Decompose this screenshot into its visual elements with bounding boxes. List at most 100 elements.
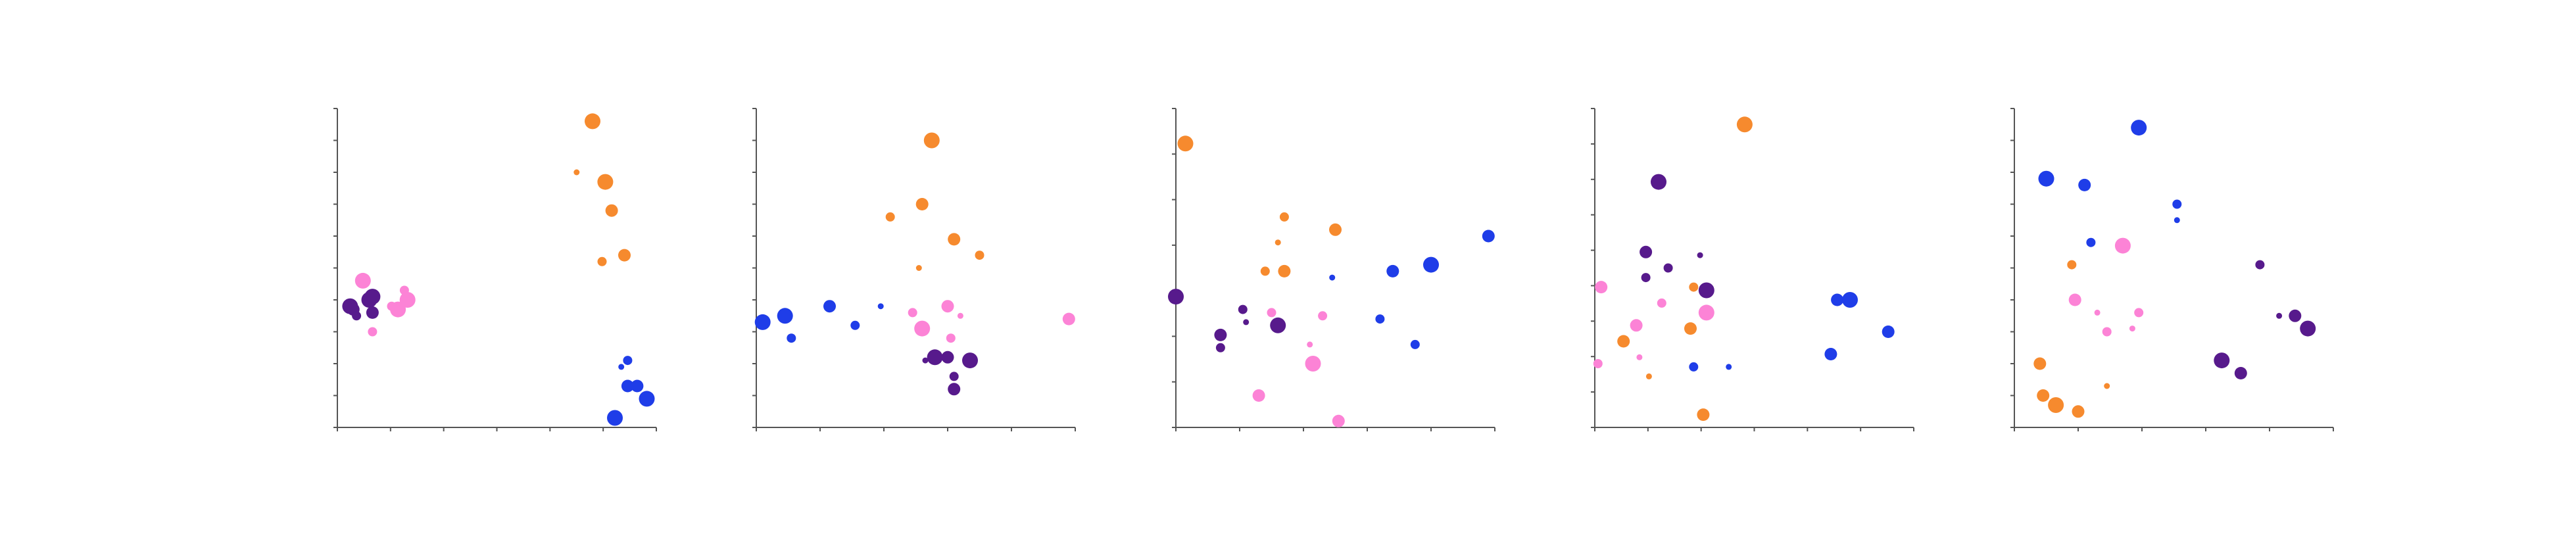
data-point-orange [2104, 383, 2110, 389]
data-point-orange [1279, 212, 1289, 222]
data-point-purple [1215, 343, 1225, 352]
data-point-pink [2114, 237, 2131, 254]
data-point-purple [1663, 263, 1673, 273]
data-point-purple [927, 349, 943, 366]
scatter-panel-3 [1168, 108, 1495, 431]
data-point-pink [946, 333, 956, 343]
data-point-blue [1375, 314, 1385, 324]
data-point-blue [631, 379, 644, 393]
data-point-pink [1305, 356, 1321, 372]
data-point-orange [1329, 223, 1342, 236]
data-point-pink [908, 308, 917, 318]
data-point-orange [915, 198, 929, 210]
scatter-panel-2 [752, 108, 1076, 431]
data-point-orange [1689, 282, 1699, 292]
scatter-panel-4 [1591, 108, 1914, 431]
data-point-pink [1595, 281, 1608, 294]
data-point-blue [2078, 178, 2091, 191]
data-point-pink [1252, 389, 1265, 402]
data-point-pink [2102, 327, 2112, 337]
data-point-orange [1617, 335, 1630, 348]
data-point-purple [2276, 312, 2283, 319]
data-point-purple [922, 357, 929, 364]
data-point-blue [1410, 339, 1420, 349]
data-point-orange [1684, 322, 1697, 335]
data-point-pink [1318, 311, 1328, 321]
data-point-blue [2174, 217, 2180, 224]
data-point-purple [2289, 309, 2302, 322]
data-point-pink [914, 320, 931, 337]
data-point-blue [2172, 199, 2182, 209]
data-point-orange [618, 249, 631, 262]
scatter-panel-1 [333, 108, 657, 431]
data-point-orange [597, 174, 614, 190]
data-point-orange [2072, 405, 2085, 418]
data-point-purple [941, 350, 954, 364]
data-point-purple [366, 306, 379, 319]
data-point-orange [1260, 266, 1270, 276]
data-point-orange [885, 212, 895, 222]
data-point-pink [2134, 308, 2144, 318]
data-point-purple [2234, 367, 2247, 379]
data-point-orange [605, 204, 618, 217]
data-point-orange [2048, 397, 2064, 413]
data-point-orange [915, 265, 922, 271]
data-point-blue [877, 303, 884, 310]
data-point-blue [607, 410, 623, 426]
data-point-orange [1177, 135, 1194, 152]
data-point-blue [1726, 364, 1732, 370]
data-point-purple [1640, 245, 1653, 258]
data-point-pink [387, 301, 397, 311]
data-point-blue [1882, 326, 1895, 338]
data-point-blue [1386, 264, 1399, 278]
data-point-orange [1697, 408, 1710, 422]
data-point-purple [352, 311, 362, 321]
data-point-purple [1168, 289, 1184, 305]
data-point-pink [2068, 293, 2081, 306]
data-point-blue [2131, 120, 2147, 136]
data-point-orange [1275, 239, 1281, 246]
data-point-purple [1698, 282, 1714, 299]
data-point-purple [948, 383, 961, 396]
data-point-pink [2094, 309, 2101, 316]
data-point-blue [2038, 170, 2054, 187]
data-point-blue [1831, 293, 1844, 306]
data-point-blue [623, 356, 633, 366]
data-point-blue [639, 391, 655, 407]
data-point-pink [941, 300, 954, 313]
data-point-purple [962, 352, 978, 369]
data-point-pink [1630, 319, 1643, 332]
data-point-purple [2214, 352, 2230, 369]
data-point-pink [1698, 304, 1714, 321]
data-point-orange [597, 256, 607, 266]
data-point-purple [1641, 273, 1651, 283]
data-point-pink [1657, 298, 1666, 308]
data-point-blue [754, 314, 771, 330]
data-point-orange [2067, 260, 2077, 270]
data-point-purple [1214, 328, 1227, 341]
data-point-purple [2255, 260, 2265, 270]
data-point-purple [1651, 174, 1666, 190]
data-point-pink [368, 327, 377, 337]
data-point-blue [618, 364, 625, 370]
data-point-pink [1062, 312, 1075, 326]
data-point-blue [2086, 237, 2096, 247]
data-point-purple [2300, 320, 2316, 337]
data-point-purple [364, 289, 381, 305]
data-point-purple [1697, 252, 1703, 258]
data-point-orange [1645, 373, 1652, 379]
data-point-blue [787, 333, 796, 343]
data-point-blue [1824, 348, 1837, 360]
data-point-blue [1842, 292, 1858, 308]
data-point-blue [1329, 274, 1336, 281]
data-point-blue [850, 320, 860, 330]
data-point-pink [1307, 341, 1313, 348]
data-point-purple [1270, 317, 1286, 333]
data-point-purple [949, 372, 959, 381]
data-point-orange [585, 113, 600, 130]
data-point-blue [1423, 256, 1439, 273]
data-point-orange [923, 132, 940, 149]
data-point-orange [975, 251, 984, 260]
data-point-orange [2037, 389, 2050, 402]
